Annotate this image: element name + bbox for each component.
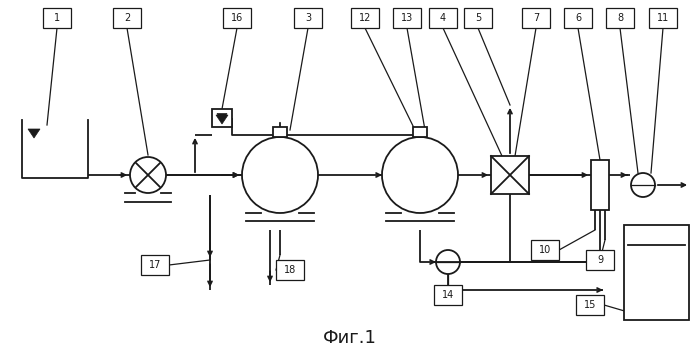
Text: 5: 5 — [475, 13, 481, 23]
Text: 9: 9 — [597, 255, 603, 265]
Bar — [429, 8, 457, 28]
Bar — [43, 8, 71, 28]
Bar — [413, 127, 427, 137]
Text: 6: 6 — [575, 13, 581, 23]
Bar — [531, 240, 559, 260]
Bar — [576, 295, 604, 315]
Bar — [624, 225, 689, 319]
Bar — [351, 8, 379, 28]
Bar — [223, 8, 251, 28]
Text: 15: 15 — [584, 300, 596, 310]
Bar — [586, 250, 614, 270]
Bar — [591, 160, 609, 210]
Text: 7: 7 — [533, 13, 539, 23]
Bar — [273, 127, 287, 137]
Text: 4: 4 — [440, 13, 446, 23]
Bar — [491, 156, 529, 194]
Text: Фиг.1: Фиг.1 — [323, 329, 377, 347]
Bar — [141, 255, 169, 275]
Bar — [522, 8, 550, 28]
Bar — [564, 8, 592, 28]
Polygon shape — [217, 113, 227, 121]
Text: 12: 12 — [359, 13, 371, 23]
Text: 16: 16 — [231, 13, 243, 23]
Bar — [464, 8, 492, 28]
Bar — [606, 8, 634, 28]
Text: 10: 10 — [539, 245, 551, 255]
Text: 11: 11 — [657, 13, 669, 23]
Text: 13: 13 — [401, 13, 413, 23]
Text: 17: 17 — [149, 260, 161, 270]
Bar — [434, 285, 462, 305]
Bar — [113, 8, 141, 28]
Bar — [212, 109, 232, 127]
Text: 2: 2 — [124, 13, 130, 23]
Bar — [294, 8, 322, 28]
Text: 18: 18 — [284, 265, 296, 275]
Bar — [276, 260, 304, 280]
Text: 3: 3 — [305, 13, 311, 23]
Bar — [393, 8, 421, 28]
Text: 1: 1 — [54, 13, 60, 23]
Polygon shape — [216, 115, 228, 124]
Text: 8: 8 — [617, 13, 623, 23]
Polygon shape — [28, 129, 40, 138]
Text: 14: 14 — [442, 290, 454, 300]
Bar — [649, 8, 677, 28]
